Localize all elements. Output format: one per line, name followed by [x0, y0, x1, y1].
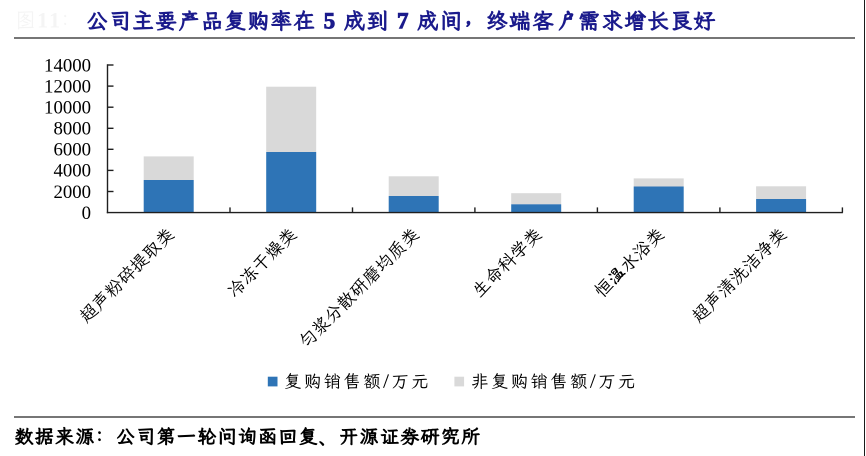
svg-text:4000: 4000 [53, 161, 91, 182]
svg-text:6000: 6000 [53, 140, 91, 161]
svg-text:10000: 10000 [44, 98, 91, 119]
svg-text:12000: 12000 [44, 76, 91, 97]
svg-text:14000: 14000 [44, 55, 91, 76]
svg-text:8000: 8000 [53, 119, 91, 140]
svg-text:2000: 2000 [53, 182, 91, 203]
svg-text:0: 0 [82, 203, 91, 224]
